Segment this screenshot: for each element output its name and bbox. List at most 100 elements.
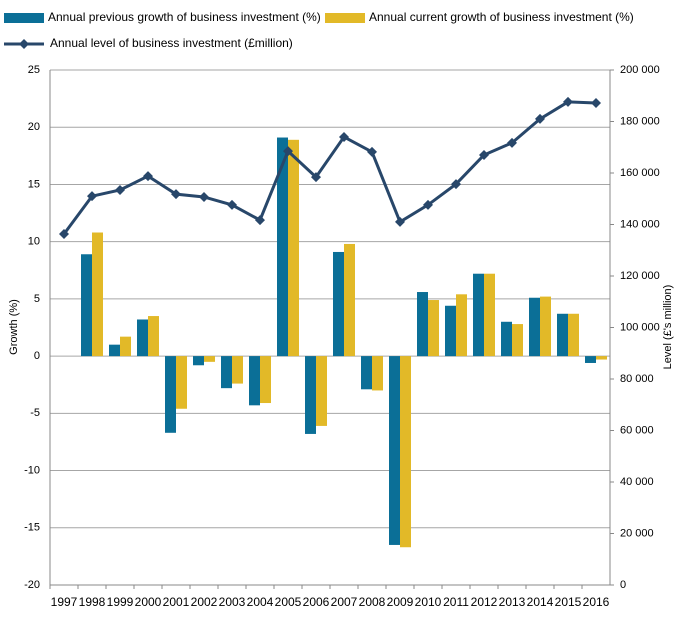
bar (232, 356, 243, 384)
legend-swatch (4, 13, 44, 23)
bar (81, 254, 92, 357)
x-tick-label: 2005 (275, 595, 302, 609)
bar (428, 300, 439, 357)
line-marker (423, 199, 433, 210)
y-tick-label: 25 (28, 64, 40, 76)
bar (165, 356, 176, 433)
line-marker (339, 131, 349, 142)
bar (540, 296, 551, 357)
x-tick-label: 2010 (415, 595, 442, 609)
bar (92, 232, 103, 357)
y2-axis-title: Level (£'s million) (662, 285, 674, 370)
y2-tick-label: 140 000 (620, 218, 660, 230)
bar (193, 356, 204, 366)
line-marker (591, 97, 601, 108)
y2-tick-label: 180 000 (620, 115, 660, 127)
y2-tick-label: 0 (620, 579, 626, 591)
line (62, 100, 597, 235)
line-marker (87, 191, 97, 202)
x-tick-label: 2004 (247, 595, 274, 609)
bar (400, 356, 411, 548)
line-marker (479, 149, 489, 160)
line-marker (451, 179, 461, 190)
y-tick-label: 10 (28, 236, 40, 248)
x-tick-label: 2012 (471, 595, 498, 609)
bar (109, 344, 120, 357)
x-tick-label: 2006 (303, 595, 330, 609)
y-tick-label: 15 (28, 178, 40, 190)
bar (221, 356, 232, 389)
bar (473, 273, 484, 357)
bar (137, 319, 148, 357)
bar (501, 321, 512, 357)
bar (277, 137, 288, 357)
line-marker (255, 215, 265, 226)
bar (316, 356, 327, 426)
bar (445, 305, 456, 357)
x-tick-label: 2015 (555, 595, 582, 609)
y2-tick-label: 100 000 (620, 321, 660, 333)
bar (288, 139, 299, 357)
line-marker (199, 191, 209, 202)
bar (484, 273, 495, 357)
line-marker (311, 172, 321, 183)
bar (361, 356, 372, 390)
line-marker (367, 146, 377, 157)
x-tick-label: 2001 (163, 595, 190, 609)
line-marker (227, 199, 237, 210)
bar (596, 356, 607, 360)
y-tick-label: -5 (30, 407, 40, 419)
legend-label: Annual previous growth of business inves… (48, 10, 321, 24)
line-marker (395, 216, 405, 227)
bar (417, 292, 428, 357)
x-tick-label: 1999 (107, 595, 134, 609)
x-tick-label: 2008 (359, 595, 386, 609)
x-tick-label: 2014 (527, 595, 554, 609)
x-tick-label: 2002 (191, 595, 218, 609)
bar (260, 356, 271, 404)
bar (344, 243, 355, 357)
y2-tick-label: 80 000 (620, 373, 654, 385)
y-tick-label: 0 (34, 350, 40, 362)
legend-label: Annual current growth of business invest… (369, 10, 634, 24)
y2-tick-label: 120 000 (620, 270, 660, 282)
y-axis-title: Growth (%) (8, 299, 20, 355)
bar (456, 294, 467, 357)
x-tick-label: 2007 (331, 595, 358, 609)
bar (148, 316, 159, 357)
y-tick-label: -10 (24, 464, 40, 476)
bar (529, 297, 540, 357)
line-marker (115, 184, 125, 195)
legend: Annual previous growth of business inves… (4, 10, 634, 50)
legend-swatch (325, 13, 365, 23)
line-marker (563, 96, 573, 107)
y-tick-label: 20 (28, 121, 40, 133)
bar (249, 356, 260, 406)
line-marker (171, 189, 181, 200)
line-marker (143, 171, 153, 182)
x-tick-label: 1998 (79, 595, 106, 609)
bar (176, 356, 187, 409)
x-tick-label: 2013 (499, 595, 526, 609)
x-tick-label: 2011 (443, 595, 469, 609)
bar (585, 356, 596, 363)
y-tick-label: -20 (24, 579, 40, 591)
bar (389, 356, 400, 545)
legend-label: Annual level of business investment (£mi… (50, 36, 293, 50)
y2-tick-label: 40 000 (620, 476, 654, 488)
x-tick-label: 2000 (135, 595, 162, 609)
y2-tick-label: 60 000 (620, 424, 654, 436)
bar (372, 356, 383, 391)
bar (512, 324, 523, 357)
bar (333, 251, 344, 357)
line-marker (535, 113, 545, 124)
bar (568, 313, 579, 357)
x-tick-label: 2009 (387, 595, 414, 609)
bar (204, 356, 215, 362)
bar (557, 313, 568, 357)
y2-tick-label: 20 000 (620, 527, 654, 539)
y-tick-label: -15 (24, 522, 40, 534)
line-marker (507, 137, 517, 148)
